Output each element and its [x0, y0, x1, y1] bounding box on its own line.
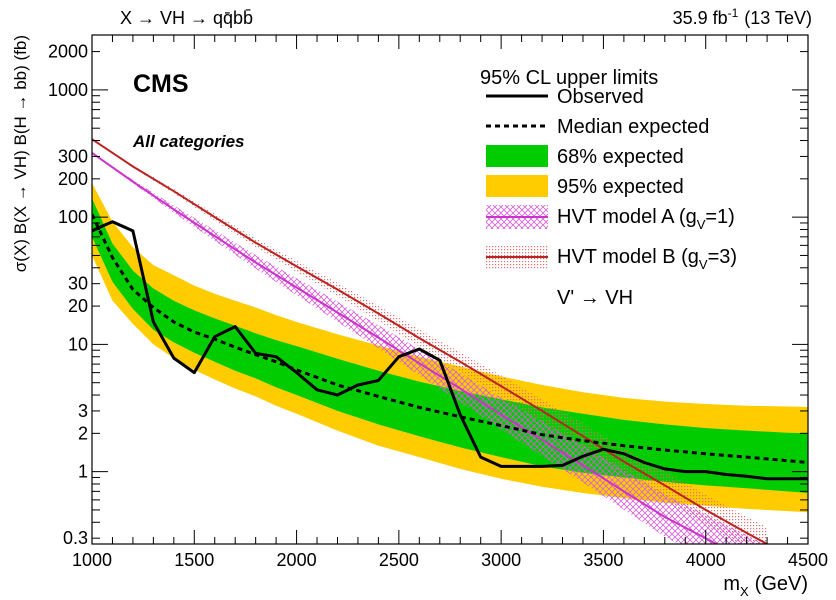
legend: 95% CL upper limits Observed Median expec…	[480, 67, 737, 309]
y-tick-label: 10	[68, 334, 88, 354]
legend-label: Median expected	[557, 116, 709, 138]
x-tick-label: 1500	[174, 550, 214, 570]
legend-title: 95% CL upper limits	[480, 67, 658, 89]
x-axis-var: m	[723, 573, 740, 595]
lumi-label: 35.9 fb-1 (13 TeV)	[673, 6, 812, 28]
legend-entry-4: 95% expected	[486, 175, 684, 198]
y-tick-label: 1	[78, 462, 88, 482]
x-axis-title: mX (GeV)	[723, 573, 808, 599]
plot-frame	[91, 34, 809, 545]
x-tick-label: 3000	[481, 550, 521, 570]
legend-swatch-95	[486, 175, 548, 197]
legend-label: Observed	[557, 86, 644, 108]
legend-entry-2: Median expected	[486, 116, 709, 138]
legend-label: 95% expected	[557, 176, 684, 198]
legend-entry-3: 68% expected	[486, 145, 684, 168]
y-axis-title: σ(X) B(X → VH) B(H → bb) (fb)	[11, 35, 30, 272]
y-tick-label: 30	[68, 274, 88, 294]
y-tick-label: 100	[58, 207, 88, 227]
y-tick-label: 3	[78, 401, 88, 421]
x-tick-label: 4500	[788, 550, 828, 570]
lumi-exponent: -1	[728, 6, 739, 20]
y-tick-label: 20	[68, 296, 88, 316]
x-tick-label: 3500	[583, 550, 623, 570]
axes: 1000 1500 2000 2500 3000 3500 4000 4500 0.3 1 23 10…	[48, 35, 828, 570]
legend-entry-1: Observed	[486, 86, 644, 108]
median-expected-line	[92, 213, 808, 464]
y-tick-label: 300	[58, 146, 88, 166]
y-tick-label: 2	[78, 423, 88, 443]
y-tick-label: 200	[58, 169, 88, 189]
legend-label: HVT model A (gV=1)	[557, 206, 735, 232]
expected-bands	[92, 183, 808, 513]
y-tick-label: 2000	[48, 42, 88, 62]
observed-line	[92, 220, 808, 481]
y-tick-label: 1000	[48, 80, 88, 100]
legend-entry-6: HVT model B (gV=3)	[486, 245, 737, 272]
hvt-model-b-line	[92, 138, 768, 544]
x-tick-label: 2000	[277, 550, 317, 570]
cms-label: CMS	[133, 70, 189, 98]
x-axis-sub: X	[740, 584, 749, 599]
process-label: X → VH → qq̄bb̄	[120, 8, 253, 28]
legend-entry-5: HVT model A (gV=1)	[486, 205, 735, 232]
y-tick-label: 0.3	[63, 528, 88, 548]
x-tick-label: 1000	[72, 550, 112, 570]
category-label: All categories	[132, 132, 245, 151]
x-axis-unit: (GeV)	[755, 573, 808, 595]
band-68-expected	[92, 198, 808, 493]
legend-label: 68% expected	[557, 146, 684, 168]
energy-value: (13 TeV)	[744, 8, 812, 28]
x-tick-label: 4000	[686, 550, 726, 570]
legend-label: HVT model B (gV=3)	[557, 246, 737, 272]
limit-lines	[92, 213, 808, 481]
x-tick-label: 2500	[379, 550, 419, 570]
signal-note: V' → VH	[557, 287, 633, 309]
legend-swatch-68	[486, 145, 548, 167]
hvt-model-a-line	[92, 152, 719, 544]
lumi-value: 35.9 fb	[673, 8, 728, 28]
